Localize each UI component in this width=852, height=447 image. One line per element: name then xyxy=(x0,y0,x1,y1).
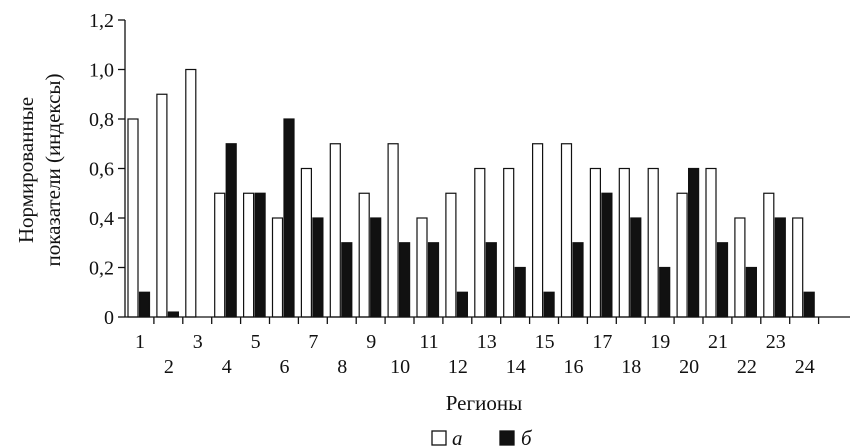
bar-series-b-region-16 xyxy=(572,242,584,318)
bar-series-b-region-7 xyxy=(312,217,324,318)
x-tick-label-region-9: 9 xyxy=(366,331,376,353)
bar-series-a-region-10 xyxy=(387,143,399,318)
bar-series-a-region-13 xyxy=(474,167,486,318)
bar-series-a-region-14 xyxy=(503,167,515,318)
bar-series-b-region-6 xyxy=(283,118,295,318)
bar-series-b-region-23 xyxy=(774,217,786,318)
bar-series-b-region-12 xyxy=(456,291,468,318)
y-axis-title-line-1: Нормированные xyxy=(14,97,38,243)
bar-series-a-region-16 xyxy=(560,143,573,318)
bar-series-b-region-4 xyxy=(225,143,237,318)
y-tick-label: 0,2 xyxy=(89,258,114,280)
x-tick-label-region-15: 15 xyxy=(535,331,555,353)
x-tick-label-region-2: 2 xyxy=(164,356,174,378)
bar-series-b-region-19 xyxy=(659,266,671,318)
bar-series-a-region-24 xyxy=(792,217,804,318)
bars xyxy=(127,68,815,318)
legend-label-a: а xyxy=(452,426,463,447)
bar-series-a-region-20 xyxy=(676,192,688,318)
x-tick-label-region-20: 20 xyxy=(679,356,699,378)
x-tick-label-region-21: 21 xyxy=(708,331,728,353)
bar-series-b-region-24 xyxy=(803,291,815,318)
legend-swatch-a xyxy=(431,430,447,446)
x-tick-label-region-23: 23 xyxy=(766,331,786,353)
bar-series-a-region-22 xyxy=(734,217,746,318)
x-axis-title: Регионы xyxy=(446,391,522,415)
bar-series-b-region-13 xyxy=(485,242,497,318)
y-tick-label: 1,2 xyxy=(89,10,114,32)
x-tick-label-region-18: 18 xyxy=(621,356,641,378)
x-tick-label-region-5: 5 xyxy=(251,331,261,353)
bar-series-a-region-11 xyxy=(416,217,428,318)
bar-series-a-region-5 xyxy=(243,192,255,318)
bar-series-a-region-23 xyxy=(763,192,775,318)
y-tick-label: 0,6 xyxy=(89,159,114,181)
bar-series-b-region-15 xyxy=(543,291,555,318)
bar-series-a-region-1 xyxy=(127,118,139,318)
x-tick-label-region-24: 24 xyxy=(795,356,815,378)
bar-series-b-region-9 xyxy=(370,217,382,318)
x-tick-label-region-13: 13 xyxy=(477,331,497,353)
bar-series-b-region-1 xyxy=(138,291,151,318)
bar-series-b-region-2 xyxy=(167,311,179,318)
bar-series-b-region-18 xyxy=(630,217,642,318)
y-axis-title: Нормированные показатели (индексы) xyxy=(14,73,65,266)
bar-series-a-region-19 xyxy=(647,167,659,318)
bar-series-a-region-9 xyxy=(358,192,370,318)
bar-series-a-region-4 xyxy=(214,192,226,318)
bar-series-b-region-22 xyxy=(745,266,758,318)
bar-series-b-region-8 xyxy=(341,242,353,318)
bar-series-a-region-3 xyxy=(185,68,197,318)
legend: а б xyxy=(431,426,533,447)
bar-series-a-region-2 xyxy=(156,93,168,318)
x-tick-label-region-19: 19 xyxy=(650,331,670,353)
bar-series-a-region-12 xyxy=(445,192,457,318)
bar-series-a-region-21 xyxy=(705,167,717,318)
legend-swatch-b xyxy=(499,430,515,446)
y-axis-title-line-2: показатели (индексы) xyxy=(41,73,65,266)
bar-series-a-region-6 xyxy=(271,217,284,318)
x-tick-label-region-22: 22 xyxy=(737,356,757,378)
bar-series-a-region-8 xyxy=(329,143,341,318)
bar-series-b-region-14 xyxy=(514,266,526,318)
bar-series-a-region-17 xyxy=(589,167,602,318)
legend-label-b: б xyxy=(521,426,533,447)
x-tick-label-region-7: 7 xyxy=(308,331,318,353)
bar-series-a-region-18 xyxy=(618,167,630,318)
bar-series-b-region-10 xyxy=(399,242,411,318)
bar-series-b-region-11 xyxy=(427,242,440,318)
bar-series-a-region-15 xyxy=(531,143,544,318)
y-tick-label: 1,0 xyxy=(89,60,114,82)
bar-series-b-region-20 xyxy=(687,167,700,318)
x-tick-label-region-10: 10 xyxy=(390,356,410,378)
bar-series-b-region-17 xyxy=(601,192,613,318)
x-tick-label-region-4: 4 xyxy=(222,356,232,378)
x-tick-label-region-14: 14 xyxy=(506,356,526,378)
x-tick-label-region-6: 6 xyxy=(280,356,290,378)
x-tick-label-region-16: 16 xyxy=(564,356,584,378)
x-tick-label-region-1: 1 xyxy=(135,331,145,353)
y-tick-label: 0,4 xyxy=(89,208,114,230)
bar-series-b-region-21 xyxy=(716,242,729,318)
x-tick-label-region-12: 12 xyxy=(448,356,468,378)
bar-series-a-region-7 xyxy=(300,167,312,318)
x-tick-label-region-3: 3 xyxy=(193,331,203,353)
x-tick-label-region-11: 11 xyxy=(419,331,438,353)
y-tick-label: 0,8 xyxy=(89,109,114,131)
y-tick-label: 0 xyxy=(104,307,114,329)
y-axis: 0 0,2 0,4 0,6 0,8 1,0 1,2 xyxy=(89,10,126,329)
x-tick-label-region-8: 8 xyxy=(337,356,347,378)
bar-series-b-region-5 xyxy=(254,192,266,318)
x-tick-label-region-17: 17 xyxy=(592,331,612,353)
